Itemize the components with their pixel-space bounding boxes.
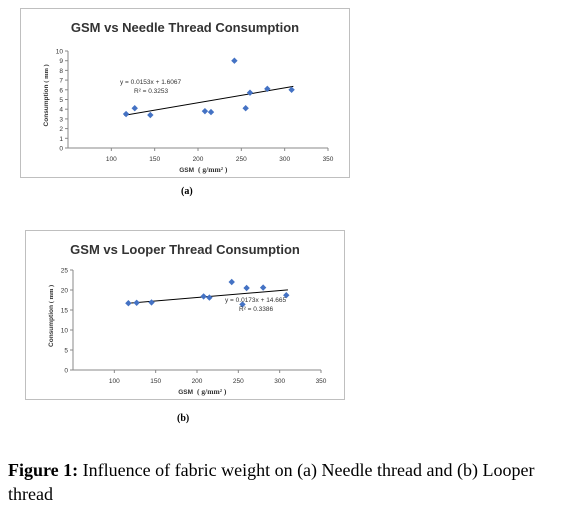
trendline bbox=[124, 85, 294, 116]
x-tick-label: 300 bbox=[279, 156, 290, 163]
chart-frame bbox=[20, 8, 350, 178]
data-point bbox=[133, 299, 140, 306]
x-axis-label: GSM bbox=[178, 389, 193, 396]
y-tick-label: 3 bbox=[59, 116, 63, 123]
chart-panel-b: GSM vs Looper Thread Consumption 0 5 10 15 20… bbox=[25, 230, 345, 400]
figure-caption: Figure 1: Influence of fabric weight on … bbox=[8, 458, 560, 506]
x-axis-label: GSM bbox=[179, 167, 194, 174]
y-tick-label: 15 bbox=[61, 308, 69, 315]
x-axis-unit: ( g/mm² ) bbox=[197, 387, 227, 396]
trendline-equation: y = 0.0173x + 14.665 bbox=[225, 297, 286, 304]
y-tick-label: 10 bbox=[56, 49, 64, 56]
y-tick-label: 10 bbox=[61, 328, 69, 335]
data-point bbox=[147, 111, 154, 119]
data-point bbox=[200, 293, 207, 300]
data-point bbox=[125, 300, 132, 307]
data-point bbox=[201, 107, 209, 115]
y-tick-label: 1 bbox=[59, 136, 63, 143]
data-point bbox=[231, 57, 238, 64]
y-tick-label: 0 bbox=[59, 146, 63, 153]
data-point bbox=[207, 108, 215, 116]
data-point bbox=[243, 284, 250, 292]
y-tick-label: 20 bbox=[61, 288, 69, 295]
data-point bbox=[148, 299, 155, 306]
y-tick-label: 5 bbox=[64, 348, 68, 355]
data-point bbox=[239, 301, 246, 308]
data-point bbox=[206, 294, 213, 301]
chart-title: GSM vs Looper Thread Consumption bbox=[70, 242, 300, 257]
chart-title: GSM vs Needle Thread Consumption bbox=[71, 20, 299, 35]
x-tick-label: 150 bbox=[149, 156, 160, 163]
x-tick-label: 350 bbox=[323, 156, 334, 163]
x-tick-label: 300 bbox=[274, 378, 285, 385]
x-tick-label: 200 bbox=[193, 156, 204, 163]
chart-frame bbox=[25, 230, 345, 400]
y-axis-label: Consumption bbox=[48, 305, 55, 347]
sublabel-b: (b) bbox=[177, 413, 190, 424]
trendline-equation: y = 0.0153x + 1.6067 bbox=[120, 79, 181, 86]
sublabel-a: (a) bbox=[181, 186, 193, 197]
y-tick-label: 0 bbox=[64, 368, 68, 375]
y-tick-label: 25 bbox=[61, 268, 69, 275]
x-tick-label: 200 bbox=[192, 378, 203, 385]
y-tick-label: 4 bbox=[59, 107, 63, 114]
data-point bbox=[131, 105, 138, 112]
caption-label: Figure 1: bbox=[8, 460, 79, 480]
y-tick-label: 9 bbox=[59, 58, 63, 65]
data-point bbox=[228, 278, 235, 286]
x-tick-label: 100 bbox=[109, 378, 120, 385]
data-point bbox=[246, 89, 254, 96]
y-tick-label: 8 bbox=[59, 68, 63, 75]
r-squared-label: R² = 0.3253 bbox=[134, 88, 169, 95]
y-tick-label: 5 bbox=[59, 97, 63, 104]
r-squared-label: R² = 0.3386 bbox=[239, 306, 274, 313]
y-tick-label: 2 bbox=[59, 126, 63, 133]
looper-thread-chart: GSM vs Looper Thread Consumption 0 5 10 15 20… bbox=[25, 230, 345, 400]
data-point bbox=[288, 86, 295, 93]
data-point bbox=[283, 292, 290, 299]
caption-text: Influence of fabric weight on (a) Needle… bbox=[8, 460, 535, 504]
y-tick-label: 6 bbox=[59, 87, 63, 94]
data-point bbox=[122, 110, 130, 118]
y-tick-label: 7 bbox=[59, 78, 63, 85]
x-axis-unit: ( g/mm² ) bbox=[198, 165, 228, 174]
x-tick-label: 250 bbox=[236, 156, 247, 163]
y-axis-unit: ( mm ) bbox=[48, 285, 55, 303]
x-tick-label: 150 bbox=[150, 378, 161, 385]
data-point bbox=[264, 85, 271, 93]
needle-thread-chart: GSM vs Needle Thread Consumption 0 1 2 3 4 5 6 7… bbox=[20, 8, 350, 178]
y-axis-label: Consumption bbox=[43, 85, 50, 127]
data-point bbox=[242, 105, 249, 112]
x-tick-label: 250 bbox=[233, 378, 244, 385]
chart-panel-a: GSM vs Needle Thread Consumption 0 1 2 3 4 5 6 7… bbox=[20, 8, 350, 178]
x-tick-label: 350 bbox=[316, 378, 327, 385]
y-axis-unit: ( mm ) bbox=[43, 64, 50, 82]
x-tick-label: 100 bbox=[106, 156, 117, 163]
